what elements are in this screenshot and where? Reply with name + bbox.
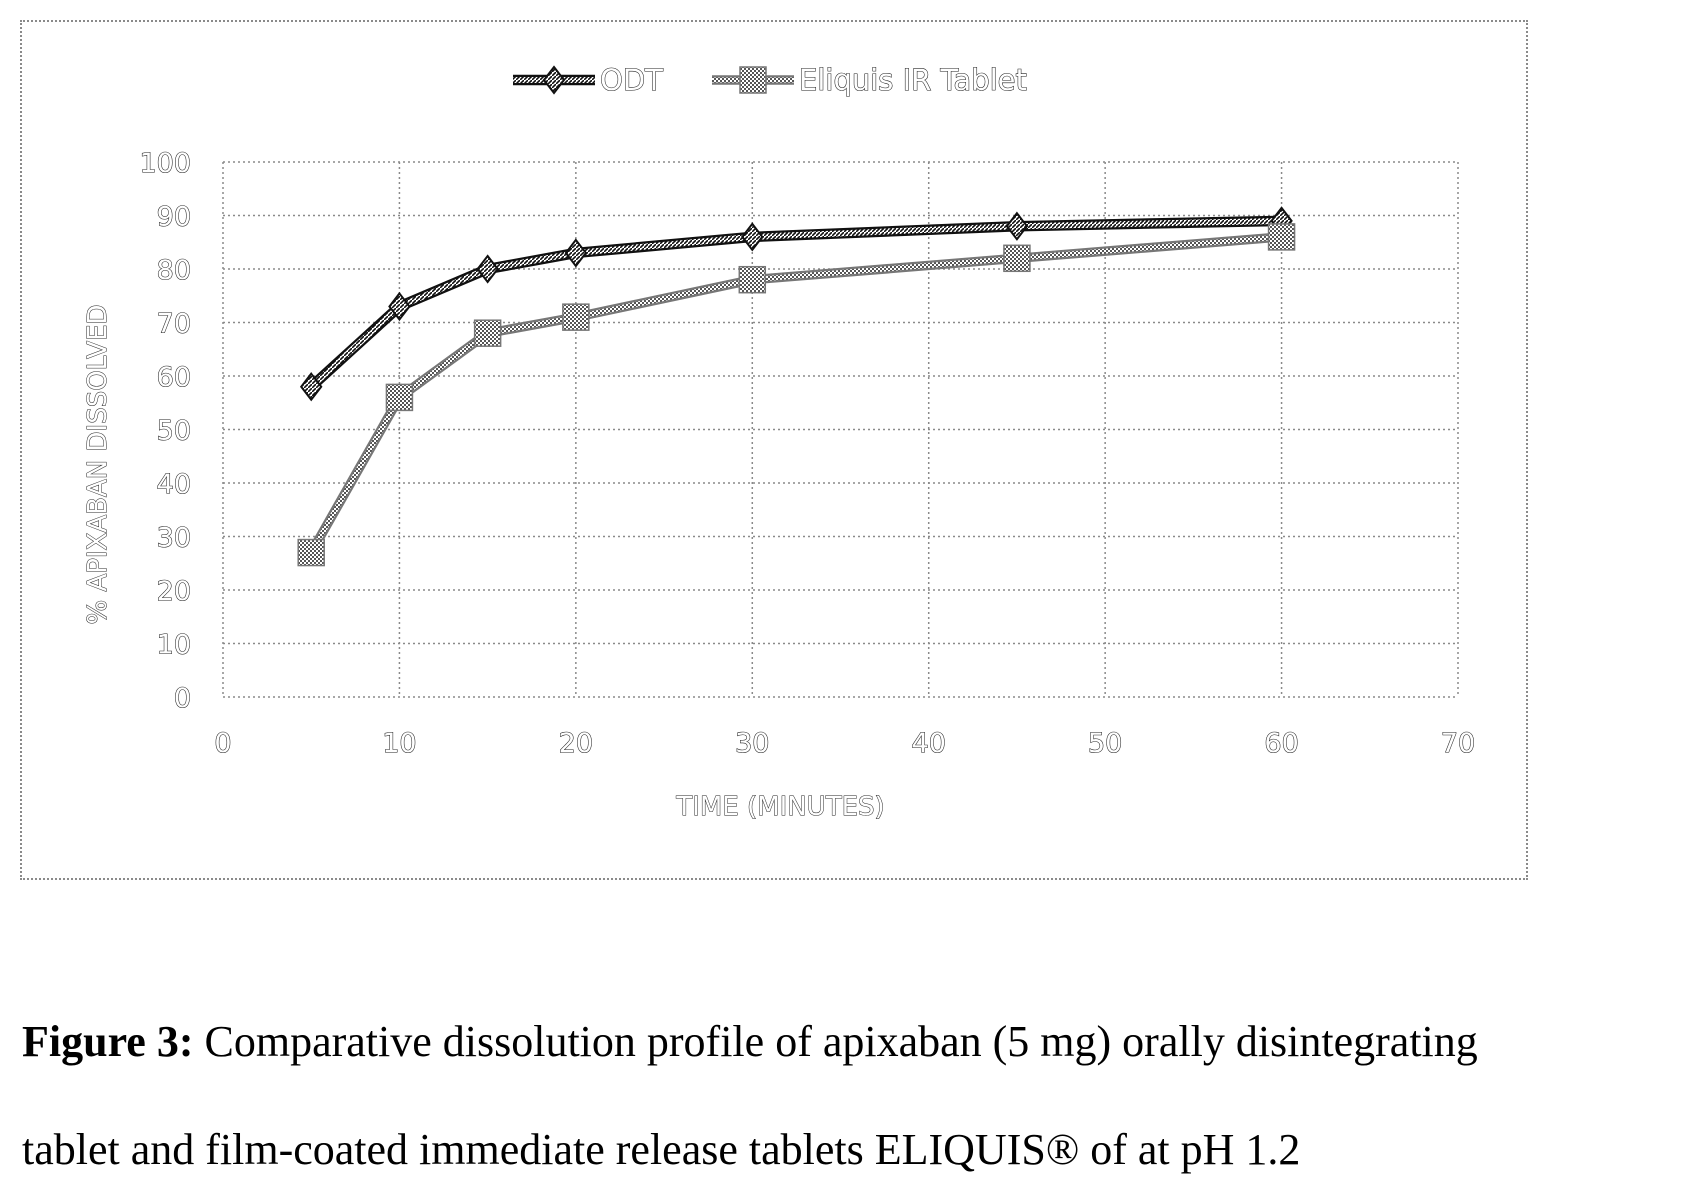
y-tick-label: 60 (157, 362, 191, 393)
data-point (1005, 211, 1029, 241)
x-axis-title: TIME (MINUTES) (675, 792, 884, 822)
caption-line-2: tablet and film-coated immediate release… (22, 1125, 1301, 1174)
tick-labels: 0 10 20 30 40 50 60 70 80 90 100 0 10 20 30 40 50 60 70 (139, 147, 1476, 759)
legend-marker (542, 65, 566, 95)
data-point (299, 372, 323, 402)
legend-label: ODT (600, 63, 663, 97)
caption-text-1: Comparative dissolution profile of apixa… (193, 1017, 1478, 1066)
data-point (564, 238, 588, 268)
legend-item-eliquis-ir-tablet: Eliquis IR Tablet (712, 62, 1027, 98)
data-point (562, 303, 590, 331)
y-axis-title: % APIXABAN DISSOLVED (83, 304, 113, 624)
y-tick-label: 0 (174, 683, 191, 714)
caption-line-1: Figure 3: Comparative dissolution profil… (22, 988, 1672, 1096)
series-layer (297, 206, 1296, 567)
data-point (1267, 223, 1296, 251)
data-point (297, 538, 325, 567)
x-tick-label: 20 (559, 728, 593, 759)
y-tick-label: 40 (157, 469, 191, 500)
y-tick-label: 100 (139, 148, 191, 179)
data-point (738, 265, 767, 294)
series-eliquis-ir-tablet (297, 223, 1296, 567)
y-tick-label: 80 (157, 255, 191, 286)
y-tick-label: 90 (157, 202, 191, 233)
x-tick-label: 70 (1441, 728, 1475, 759)
x-tick-label: 40 (912, 728, 946, 759)
x-tick-label: 50 (1088, 728, 1122, 759)
dissolution-chart: 0 10 20 30 40 50 60 70 80 90 100 0 10 20 30 40 50 60 70 OD… (83, 62, 1476, 822)
grid-lines (222, 161, 1459, 698)
data-point (476, 254, 499, 284)
caption-label: Figure 3: (22, 1017, 194, 1066)
x-tick-label: 60 (1264, 728, 1298, 759)
legend-marker (739, 66, 767, 94)
legend-item-odt: ODT (513, 62, 664, 98)
data-point (1003, 244, 1031, 273)
figure-caption: Figure 3: Comparative dissolution profil… (22, 988, 1672, 1204)
data-point (741, 222, 764, 252)
data-point (388, 291, 411, 322)
y-tick-label: 50 (157, 416, 191, 447)
data-point (385, 383, 414, 412)
series-odt (299, 206, 1293, 402)
chart-frame (20, 20, 1528, 880)
y-tick-label: 20 (157, 576, 191, 607)
y-tick-label: 10 (157, 630, 191, 661)
x-tick-label: 10 (382, 728, 416, 759)
legend-label: Eliquis IR Tablet (799, 63, 1027, 97)
y-tick-label: 30 (157, 523, 191, 554)
data-point (473, 319, 502, 347)
y-tick-label: 70 (157, 309, 191, 340)
legend: ODT Eliquis IR Tablet (513, 62, 1027, 98)
x-tick-label: 0 (214, 728, 231, 759)
x-tick-label: 30 (735, 728, 769, 759)
